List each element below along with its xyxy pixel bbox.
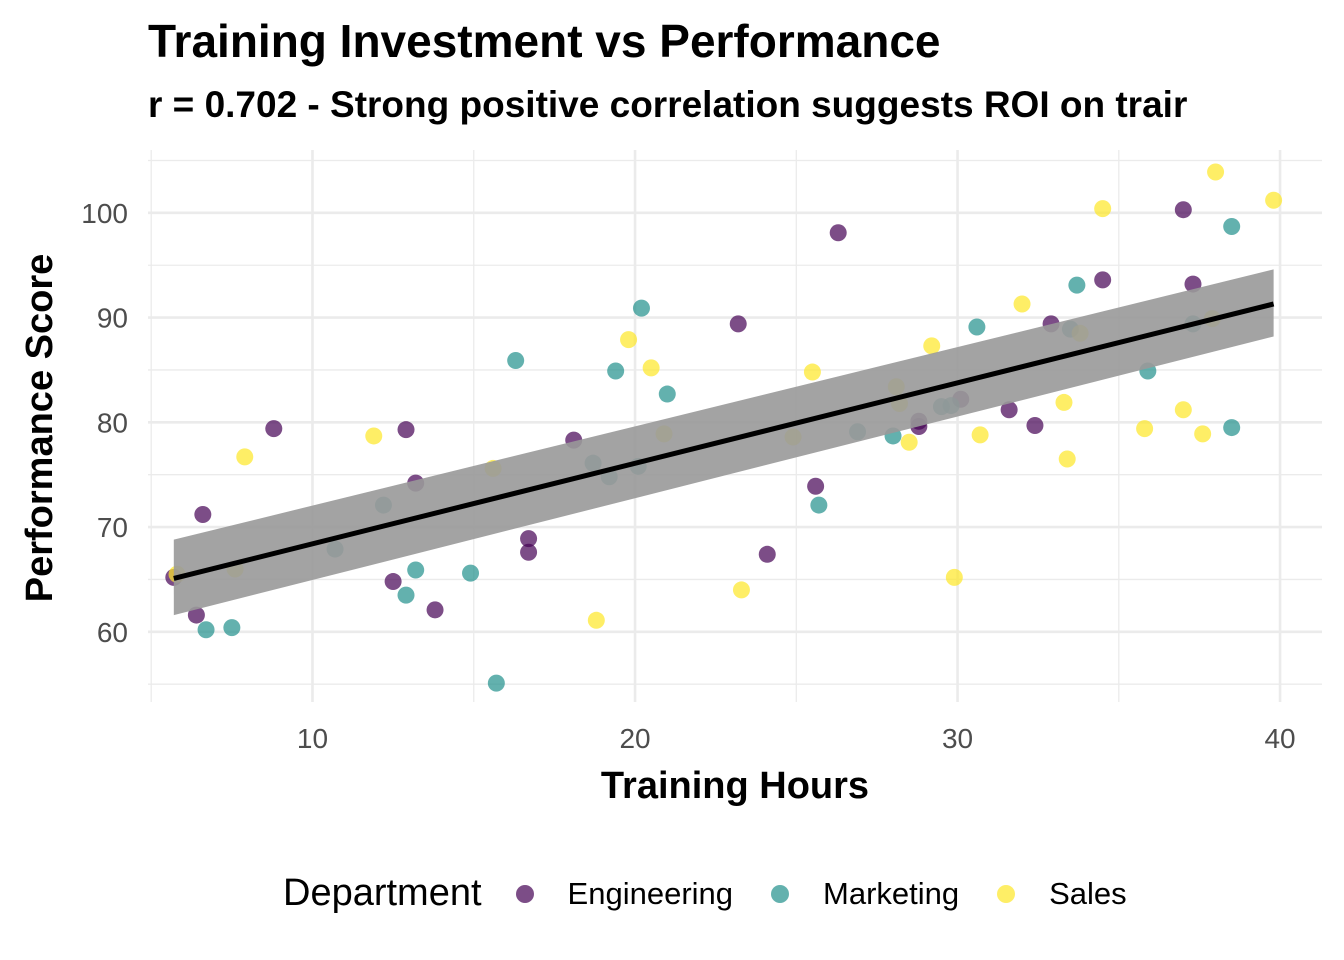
y-axis-title: Performance Score xyxy=(19,254,61,603)
legend-label-marketing: Marketing xyxy=(823,875,960,911)
point-sales xyxy=(365,427,383,445)
y-tick-label: 90 xyxy=(97,303,128,334)
point-engineering xyxy=(1026,416,1044,434)
point-sales xyxy=(803,363,821,381)
point-marketing xyxy=(1223,419,1241,437)
point-sales xyxy=(1013,295,1031,313)
point-sales xyxy=(1265,191,1283,209)
point-engineering xyxy=(729,315,747,333)
point-engineering xyxy=(265,420,283,438)
chart-subtitle: r = 0.702 - Strong positive correlation … xyxy=(148,84,1188,125)
point-marketing xyxy=(1223,217,1241,235)
point-engineering xyxy=(194,506,212,524)
point-sales xyxy=(1058,450,1076,468)
point-marketing xyxy=(968,318,986,336)
point-sales xyxy=(642,359,660,377)
legend-key-marketing xyxy=(771,884,790,903)
point-sales xyxy=(732,581,750,599)
legend: Department Engineering Marketing Sales xyxy=(283,872,1165,915)
point-sales xyxy=(945,568,963,586)
point-marketing xyxy=(462,564,480,582)
point-sales xyxy=(1174,401,1192,419)
point-sales xyxy=(900,433,918,451)
point-engineering xyxy=(1000,401,1018,419)
point-marketing xyxy=(658,385,676,403)
point-engineering xyxy=(520,530,538,548)
legend-item-engineering: Engineering xyxy=(515,875,734,912)
point-engineering xyxy=(397,421,415,439)
point-marketing xyxy=(607,362,625,380)
y-tick-label: 70 xyxy=(97,512,128,543)
legend-key-sales xyxy=(997,884,1016,903)
point-marketing xyxy=(1068,276,1086,294)
legend-item-marketing: Marketing xyxy=(771,876,959,912)
x-tick-label: 20 xyxy=(619,723,650,754)
point-sales xyxy=(620,331,638,349)
y-tick-label: 80 xyxy=(97,407,128,438)
legend-item-sales: Sales xyxy=(997,876,1127,912)
point-sales xyxy=(587,611,605,629)
point-engineering xyxy=(1174,201,1192,219)
point-engineering xyxy=(426,601,444,619)
x-axis-title: Training Hours xyxy=(601,765,869,807)
point-sales xyxy=(236,448,254,466)
point-engineering xyxy=(384,573,402,591)
x-tick-label: 30 xyxy=(942,723,973,754)
point-sales xyxy=(971,426,989,444)
y-tick-label: 100 xyxy=(81,198,128,229)
x-tick-label: 10 xyxy=(297,723,328,754)
point-marketing xyxy=(810,496,828,514)
point-marketing xyxy=(197,621,215,639)
point-engineering xyxy=(807,477,825,495)
tick-labels: 10 20 30 40 60 70 80 90 100 xyxy=(81,198,1295,754)
chart-title: Training Investment vs Performance xyxy=(148,15,941,67)
point-engineering xyxy=(187,606,205,624)
x-tick-label: 40 xyxy=(1264,723,1295,754)
point-sales xyxy=(1094,200,1112,218)
point-sales xyxy=(1055,393,1073,411)
legend-key-engineering xyxy=(515,884,534,903)
point-sales xyxy=(923,337,941,355)
point-marketing xyxy=(507,352,525,370)
point-engineering xyxy=(1094,271,1112,289)
point-marketing xyxy=(487,674,505,692)
point-sales xyxy=(1136,420,1154,438)
point-marketing xyxy=(223,619,241,637)
point-engineering xyxy=(520,543,538,561)
legend-label-engineering: Engineering xyxy=(567,875,734,911)
point-sales xyxy=(1207,163,1225,181)
point-engineering xyxy=(758,545,776,563)
legend-label-sales: Sales xyxy=(1049,875,1127,911)
data-points xyxy=(165,163,1283,692)
point-marketing xyxy=(407,561,425,579)
point-marketing xyxy=(632,299,650,317)
point-marketing xyxy=(397,586,415,604)
point-sales xyxy=(1194,425,1212,443)
trend-line-layer xyxy=(173,301,1275,581)
point-engineering xyxy=(829,224,847,242)
legend-title: Department xyxy=(283,872,482,914)
trend-line xyxy=(173,301,1275,581)
y-tick-label: 60 xyxy=(97,617,128,648)
